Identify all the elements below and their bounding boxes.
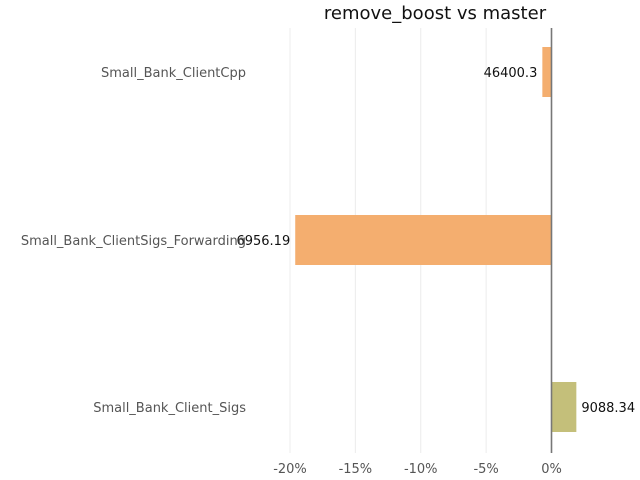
value-label: 46400.3 xyxy=(484,66,538,81)
x-tick-label: 0% xyxy=(541,462,562,477)
bar xyxy=(551,382,577,432)
x-tick-label: -15% xyxy=(339,462,373,477)
bar xyxy=(295,215,552,265)
value-label: 9088.34 xyxy=(581,401,635,416)
category-label: Small_Bank_Client_Sigs xyxy=(93,401,246,416)
value-labels: 46400.3 6956.19 9088.34 xyxy=(236,66,635,416)
x-tick-label: -10% xyxy=(404,462,438,477)
value-label: 6956.19 xyxy=(236,234,290,249)
category-label: Small_Bank_ClientCpp xyxy=(101,66,246,81)
x-tick-label: -5% xyxy=(473,462,498,477)
x-tick-label: -20% xyxy=(273,462,307,477)
bar xyxy=(542,47,552,97)
category-labels: Small_Bank_ClientCpp Small_Bank_ClientSig… xyxy=(21,66,246,416)
category-label: Small_Bank_ClientSigs_Forwarding xyxy=(21,234,246,249)
bars xyxy=(295,47,577,432)
chart-title: remove_boost vs master xyxy=(324,3,547,24)
x-tick-labels: -20% -15% -10% -5% 0% xyxy=(273,462,562,477)
